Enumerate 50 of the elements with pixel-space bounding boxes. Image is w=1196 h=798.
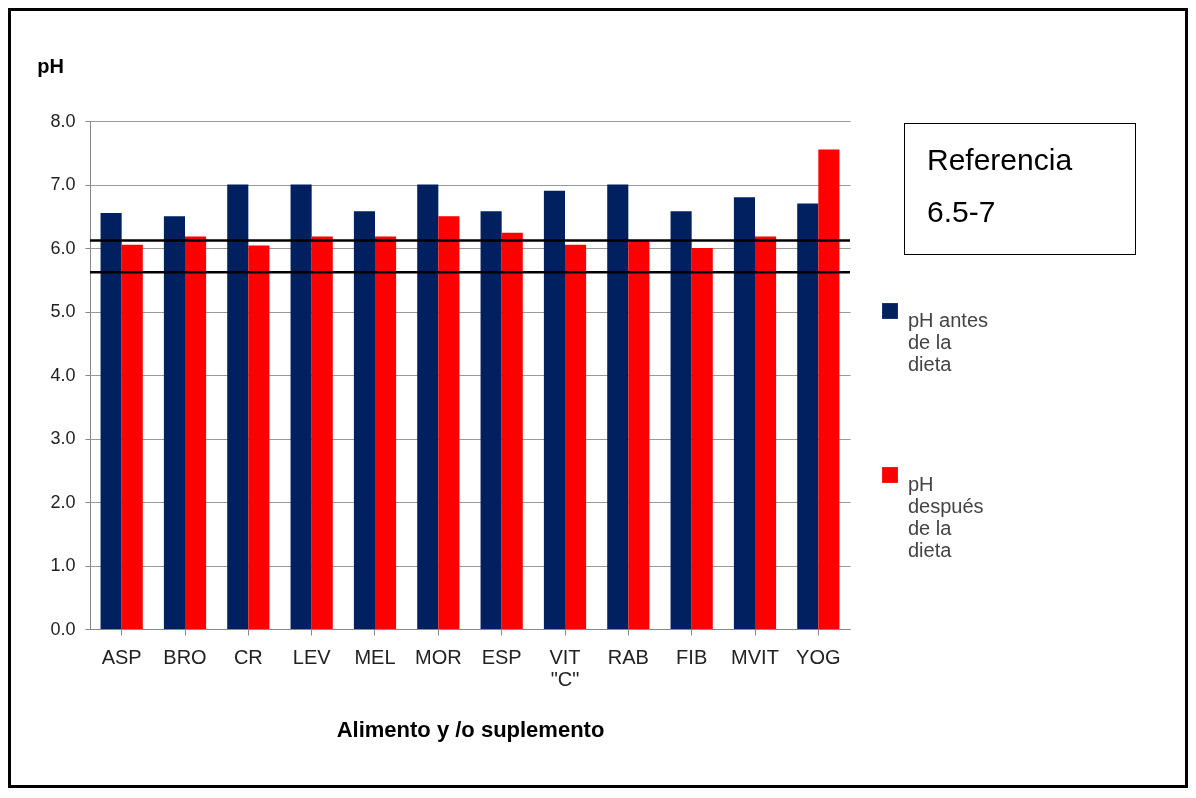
bar xyxy=(691,248,713,629)
bar xyxy=(100,213,122,629)
x-tick-label: VIT "C" xyxy=(549,645,581,690)
x-tick-label: MEL xyxy=(354,645,396,668)
bar xyxy=(628,240,650,629)
x-tick-label: CR xyxy=(233,645,263,668)
y-tick-label: 3.0 xyxy=(50,428,76,448)
bar xyxy=(121,244,143,629)
y-tick-label: 6.0 xyxy=(50,237,76,258)
bar xyxy=(480,211,502,629)
bar xyxy=(163,216,185,629)
x-tick-label: FIB xyxy=(676,645,708,668)
bar xyxy=(227,184,249,629)
legend-label: pH después de la dieta xyxy=(908,473,984,561)
bar xyxy=(607,184,629,629)
x-tick-label: RAB xyxy=(607,645,649,668)
bar xyxy=(375,236,397,629)
x-tick-label: ESP xyxy=(481,645,522,668)
y-tick-label: 0.0 xyxy=(50,618,76,639)
bar xyxy=(501,232,523,629)
x-tick-label: ASP xyxy=(101,645,142,668)
bar xyxy=(733,197,755,629)
bar xyxy=(565,244,587,629)
bar xyxy=(438,216,460,629)
y-tick-label: 5.0 xyxy=(50,301,76,321)
x-tick-label: MVIT xyxy=(731,645,779,668)
y-tick-label: 2.0 xyxy=(50,491,76,512)
x-axis-title: Alimento y /o suplemento xyxy=(336,716,605,742)
y-tick-label: 4.0 xyxy=(50,364,76,385)
bar xyxy=(353,211,375,629)
bar xyxy=(417,184,439,629)
bar xyxy=(290,184,312,629)
x-tick-label: BRO xyxy=(163,645,207,668)
bar xyxy=(755,236,777,629)
bar xyxy=(248,245,270,629)
bar xyxy=(185,236,207,629)
x-tick-label: LEV xyxy=(292,645,332,668)
x-tick-label: MOR xyxy=(415,645,462,668)
bar xyxy=(670,211,692,629)
bar xyxy=(818,149,840,629)
x-tick-label: YOG xyxy=(796,645,841,668)
y-tick-label: 8.0 xyxy=(50,110,76,131)
bar xyxy=(797,203,819,629)
y-axis-title: pH xyxy=(37,54,64,77)
text: Referencia 6.5-7 xyxy=(904,123,1136,255)
y-tick-label: 7.0 xyxy=(50,174,76,194)
y-tick-label: 1.0 xyxy=(50,555,76,575)
bar xyxy=(311,236,333,629)
legend-label: pH antes de la dieta xyxy=(908,309,989,375)
bar xyxy=(543,190,565,629)
